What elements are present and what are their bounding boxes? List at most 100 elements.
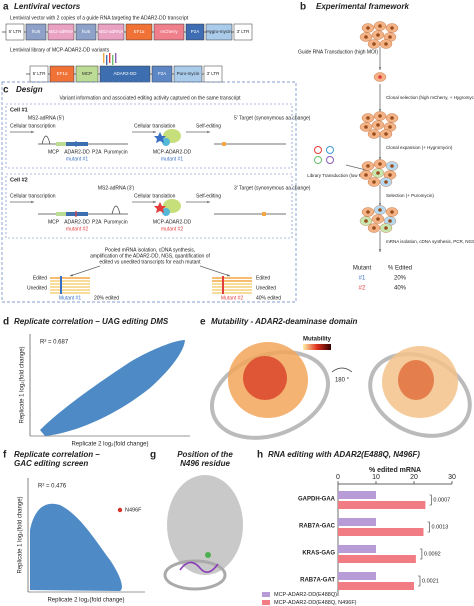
- adar-region: [66, 142, 88, 146]
- mcp-region: [56, 212, 66, 216]
- panel-label: c: [3, 85, 9, 96]
- x-tick-label: 0: [336, 474, 340, 481]
- part-label: 3' LTR: [237, 29, 251, 34]
- nucleus: [372, 42, 376, 46]
- region-label: ADAR2-DD: [64, 219, 90, 225]
- step-label: Cellular translation: [134, 193, 176, 199]
- step-label: Cellular transcription: [10, 193, 56, 199]
- table-cell: #1: [359, 276, 366, 282]
- pooled-text: amplification of the ADAR2-DD, NGS, quan…: [90, 253, 210, 259]
- part-label: mCherry: [160, 29, 178, 34]
- mcp-region: [56, 142, 66, 146]
- target-label: 5' Target (synonymous aa change): [234, 115, 311, 121]
- arrow-head: [378, 249, 382, 252]
- nucleus: [390, 210, 394, 214]
- read-label: Unedited: [27, 285, 47, 291]
- nucleus: [384, 132, 388, 136]
- part-label: hU6: [32, 29, 41, 34]
- virus: [314, 146, 322, 154]
- virus: [314, 156, 322, 164]
- arrow-head: [207, 130, 210, 134]
- panel-title: Position of the: [177, 450, 233, 459]
- part-label: 3' LTR: [207, 71, 221, 76]
- vector-part: [185, 23, 205, 41]
- adrna-label: MS2-adRNA (3'): [98, 185, 135, 191]
- arrow-head: [378, 157, 382, 160]
- arrow-head: [70, 274, 73, 277]
- nucleus: [376, 217, 380, 221]
- part-label: MCP: [82, 71, 92, 76]
- highlight-point: [117, 507, 123, 513]
- category-label: RAB7A-GAT: [300, 578, 335, 584]
- step-label: Guide RNA Transduction (high MOI): [298, 49, 378, 55]
- panel-title: Replicate correlation –: [14, 450, 100, 459]
- significance-bracket: [419, 548, 423, 560]
- arrow-head: [378, 203, 382, 206]
- x-axis-label: Replicate 2 log₂(fold change): [71, 442, 148, 448]
- read-label: Edited: [256, 275, 270, 281]
- nucleus: [388, 125, 392, 129]
- pooled-text: Pooled mRNA isolation, cDNA synthesis,: [105, 247, 195, 253]
- region-label: ADAR2-DD: [64, 149, 90, 155]
- protein-label: MCP-ADAR2-DD: [153, 219, 192, 225]
- p-value: 0.0092: [424, 551, 441, 557]
- step-label: Cellular transcription: [10, 123, 56, 129]
- vector-part: [47, 23, 75, 41]
- panel-label: e: [200, 317, 206, 328]
- read-label: Edited: [33, 275, 47, 281]
- step-label: Self-editing: [196, 193, 221, 199]
- percent-label: 20% edited: [94, 295, 119, 301]
- mutant-label: mutant #1: [161, 156, 183, 162]
- table-cell: 20%: [394, 276, 407, 282]
- percent-label: 40% edited: [256, 295, 281, 301]
- bar: [338, 545, 376, 553]
- dna: [163, 559, 227, 591]
- nucleus: [378, 114, 382, 118]
- category-label: RAB7A-GAC: [299, 524, 336, 530]
- library-variant: [115, 53, 117, 63]
- caption: Variant information and associated editi…: [59, 95, 241, 101]
- mutation-mark: [60, 276, 62, 294]
- panel-title: Replicate correlation – UAG editing DMS: [14, 317, 169, 326]
- adar-region: [66, 212, 88, 216]
- nucleus: [384, 42, 388, 46]
- legend-label: MCP-ADAR2-DD(E488Q, N496F): [274, 600, 357, 606]
- library-variant: [109, 53, 111, 63]
- mutant-label: mutant #2: [66, 226, 88, 232]
- x-axis-label: % edited mRNA: [369, 467, 421, 474]
- panel-title: Design: [16, 85, 43, 94]
- target-site: [222, 142, 226, 146]
- cell-frame: [5, 103, 293, 169]
- mutant-label: Mutant #2: [221, 295, 243, 301]
- region-label: P2A: [92, 219, 102, 225]
- vector-part: [97, 23, 125, 41]
- panel-label: b: [300, 2, 306, 13]
- part-label: P2A: [158, 71, 167, 76]
- nucleus: [376, 33, 380, 37]
- p-value: 0.0013: [432, 524, 449, 530]
- table-header: Mutant: [353, 266, 372, 272]
- target-label: 3' Target (synonymous aa change): [234, 185, 311, 191]
- nucleus: [372, 180, 376, 184]
- nucleus: [364, 219, 368, 223]
- mutation-star: [154, 132, 166, 143]
- part-label: 5' LTR: [9, 29, 23, 34]
- bar: [338, 572, 376, 580]
- legend-swatch: [262, 592, 270, 597]
- nucleus: [390, 26, 394, 30]
- part-label: ADAR2-DD: [113, 71, 137, 76]
- arrow: [199, 265, 231, 277]
- mutation-star: [154, 202, 166, 213]
- mutant-label: Mutant #1: [59, 295, 81, 301]
- bar: [338, 555, 416, 563]
- protein-core: [398, 360, 434, 400]
- step-label: Cellular translation: [134, 123, 176, 129]
- arrow-head: [378, 67, 382, 70]
- step-label: Clonal selection (high mCherry, + Hygrom…: [386, 95, 474, 100]
- protein-label: MCP-ADAR2-DD: [153, 149, 192, 155]
- nucleus: [366, 164, 370, 168]
- x-tick-label: 30: [448, 474, 456, 481]
- x-tick-label: 20: [410, 474, 418, 481]
- significance-bracket: [429, 494, 432, 506]
- arrow-head: [153, 200, 156, 204]
